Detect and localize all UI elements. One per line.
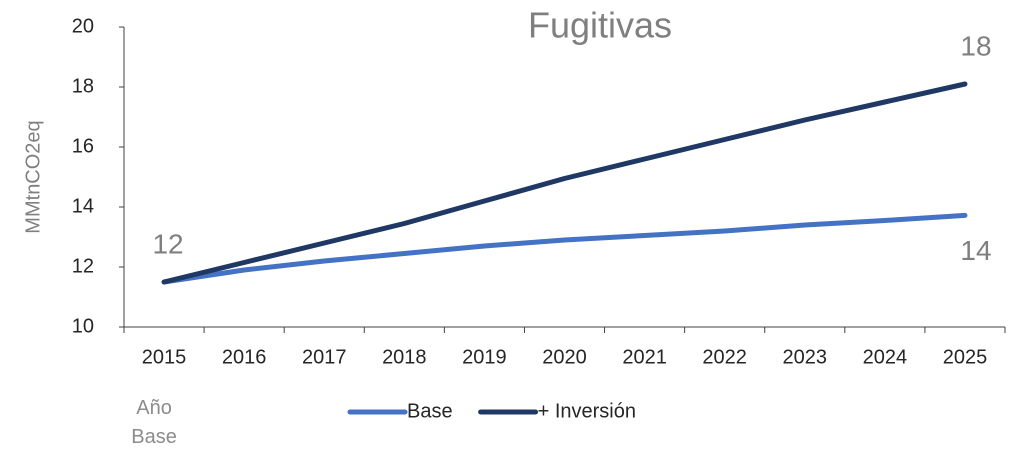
y-tick-label: 20 [72,15,94,37]
series-line [161,212,968,285]
x-tick-label: 2024 [863,346,908,368]
y-tick-label: 10 [72,315,94,337]
y-tick-label: 12 [72,255,94,277]
data-label: 12 [152,228,183,259]
x-tick-label: 2023 [783,346,828,368]
chart-title: Fugitivas [528,5,672,46]
x-tick-label: 2015 [142,346,187,368]
x-tick-label: 2016 [222,346,267,368]
legend-label: Base [407,400,453,422]
y-tick-label: 14 [72,195,94,217]
annotation: Año Base [131,397,177,448]
x-tick-label: 2025 [943,346,988,368]
series-line [161,81,968,285]
x-tick-label: 2019 [462,346,507,368]
y-tick-label: 18 [72,75,94,97]
legend-label: + Inversión [538,400,636,422]
x-tick-label: 2022 [702,346,747,368]
data-label: 14 [960,235,991,266]
x-tick-label: 2017 [302,346,347,368]
x-tick-label: 2021 [622,346,667,368]
y-axis-title: MMtnCO2eq [22,120,44,233]
y-tick-label: 16 [72,135,94,157]
x-tick-label: 2020 [542,346,587,368]
x-tick-label: 2018 [382,346,427,368]
data-label: 18 [960,30,991,61]
